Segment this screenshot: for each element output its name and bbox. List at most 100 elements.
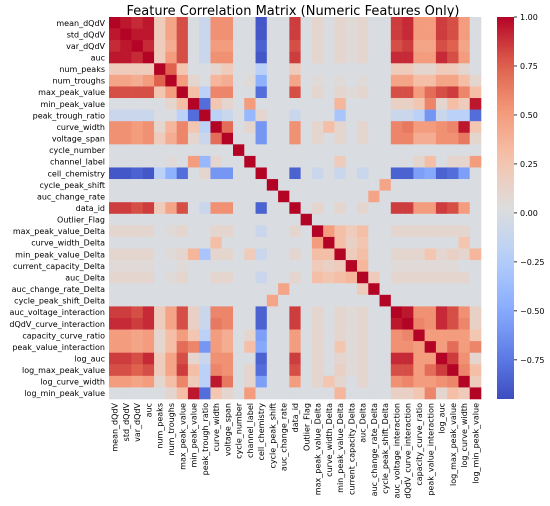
heatmap-cell — [447, 248, 459, 261]
heatmap-cell — [447, 225, 459, 238]
heatmap-cell — [131, 387, 144, 400]
heatmap-cell — [334, 283, 347, 296]
heatmap-cell — [368, 17, 380, 29]
heatmap-cell — [142, 236, 155, 249]
x-axis-labels: mean_dQdV std_dQdV var_dQdV auc num_peaks num… — [111, 402, 481, 498]
heatmap-cell — [142, 317, 155, 330]
heatmap-cell — [176, 352, 189, 365]
heatmap-cell — [402, 132, 414, 145]
heatmap-cell — [300, 260, 313, 272]
heatmap-cell — [266, 283, 279, 296]
heatmap-cell — [266, 179, 279, 191]
heatmap-cell — [233, 329, 245, 342]
heatmap-cell — [120, 306, 132, 319]
heatmap-cell — [458, 271, 471, 284]
heatmap-cell — [221, 63, 234, 76]
heatmap-cell — [154, 190, 166, 203]
x-tick-label: data_id — [291, 403, 300, 432]
x-tick-label: auc — [144, 403, 153, 417]
heatmap-cell — [413, 17, 425, 29]
heatmap-cell — [435, 202, 448, 215]
heatmap-cell — [311, 294, 324, 307]
heatmap-cell — [334, 40, 347, 53]
heatmap-cell — [435, 248, 448, 261]
heatmap-cell — [379, 260, 392, 272]
heatmap-cell — [300, 155, 313, 168]
heatmap-cell — [233, 283, 245, 296]
x-tick-label: min_peak_value — [190, 403, 199, 468]
heatmap-cell — [300, 236, 313, 249]
heatmap-cell — [447, 294, 459, 307]
heatmap-cell — [379, 271, 392, 284]
heatmap-cell — [357, 329, 369, 342]
heatmap-cell — [109, 225, 121, 238]
heatmap-cell — [244, 144, 256, 157]
heatmap-cell — [368, 317, 380, 330]
heatmap-cell — [357, 317, 369, 330]
heatmap-cell — [187, 364, 200, 377]
heatmap-cell — [390, 283, 403, 296]
heatmap-cell — [289, 364, 301, 377]
heatmap-cell — [435, 236, 448, 249]
heatmap-cell — [447, 144, 459, 157]
heatmap-cell — [221, 225, 234, 238]
heatmap-cell — [187, 98, 200, 110]
heatmap-cell — [447, 202, 459, 215]
heatmap-cell — [345, 352, 358, 365]
heatmap-cell — [278, 283, 290, 296]
heatmap-cell — [357, 352, 369, 365]
heatmap-cell — [233, 202, 245, 215]
heatmap-cell — [323, 283, 335, 296]
heatmap-cell — [368, 144, 380, 157]
heatmap-cell — [435, 144, 448, 157]
heatmap-cell — [402, 364, 414, 377]
heatmap-cell — [244, 306, 256, 319]
heatmap-cell — [233, 306, 245, 319]
heatmap-cell — [233, 121, 245, 134]
heatmap-cell — [165, 121, 177, 134]
heatmap-cell — [323, 202, 335, 215]
heatmap-cell — [300, 40, 313, 53]
heatmap-cell — [323, 213, 335, 226]
heatmap-cell — [424, 121, 437, 134]
heatmap-cell — [244, 190, 256, 203]
heatmap-cell — [142, 375, 155, 388]
heatmap-cell — [210, 364, 223, 377]
heatmap-cell — [154, 236, 166, 249]
heatmap-cell — [176, 74, 189, 87]
heatmap-cell — [402, 306, 414, 319]
heatmap-cell — [176, 306, 189, 319]
heatmap-cell — [345, 98, 358, 110]
heatmap-cell — [199, 294, 211, 307]
heatmap-cell — [165, 213, 177, 226]
heatmap-cell — [278, 260, 290, 272]
heatmap-cell — [244, 329, 256, 342]
heatmap-cell — [244, 225, 256, 238]
heatmap-cell — [357, 98, 369, 110]
heatmap-cell — [469, 341, 482, 353]
heatmap-cell — [469, 144, 482, 157]
heatmap-cell — [402, 271, 414, 284]
heatmap-cell — [458, 167, 471, 180]
heatmap-cell — [244, 364, 256, 377]
heatmap-cell — [334, 352, 347, 365]
heatmap-cell — [142, 63, 155, 76]
heatmap-cell — [187, 375, 200, 388]
heatmap-cell — [142, 109, 155, 122]
heatmap-cell — [345, 329, 358, 342]
heatmap-cell — [278, 155, 290, 168]
heatmap-cell — [323, 341, 335, 353]
heatmap-cell — [199, 155, 211, 168]
heatmap-cell — [165, 17, 177, 29]
colorbar-tick-label: −0.50 — [520, 307, 545, 316]
heatmap-cell — [334, 121, 347, 134]
heatmap-cell — [142, 51, 155, 64]
heatmap-cell — [165, 40, 177, 53]
heatmap-cell — [210, 144, 223, 157]
heatmap-cell — [199, 283, 211, 296]
heatmap-cell — [255, 40, 268, 53]
heatmap-cell — [469, 329, 482, 342]
heatmap-cell — [278, 179, 290, 191]
heatmap-cell — [311, 341, 324, 353]
heatmap-cell — [379, 179, 392, 191]
